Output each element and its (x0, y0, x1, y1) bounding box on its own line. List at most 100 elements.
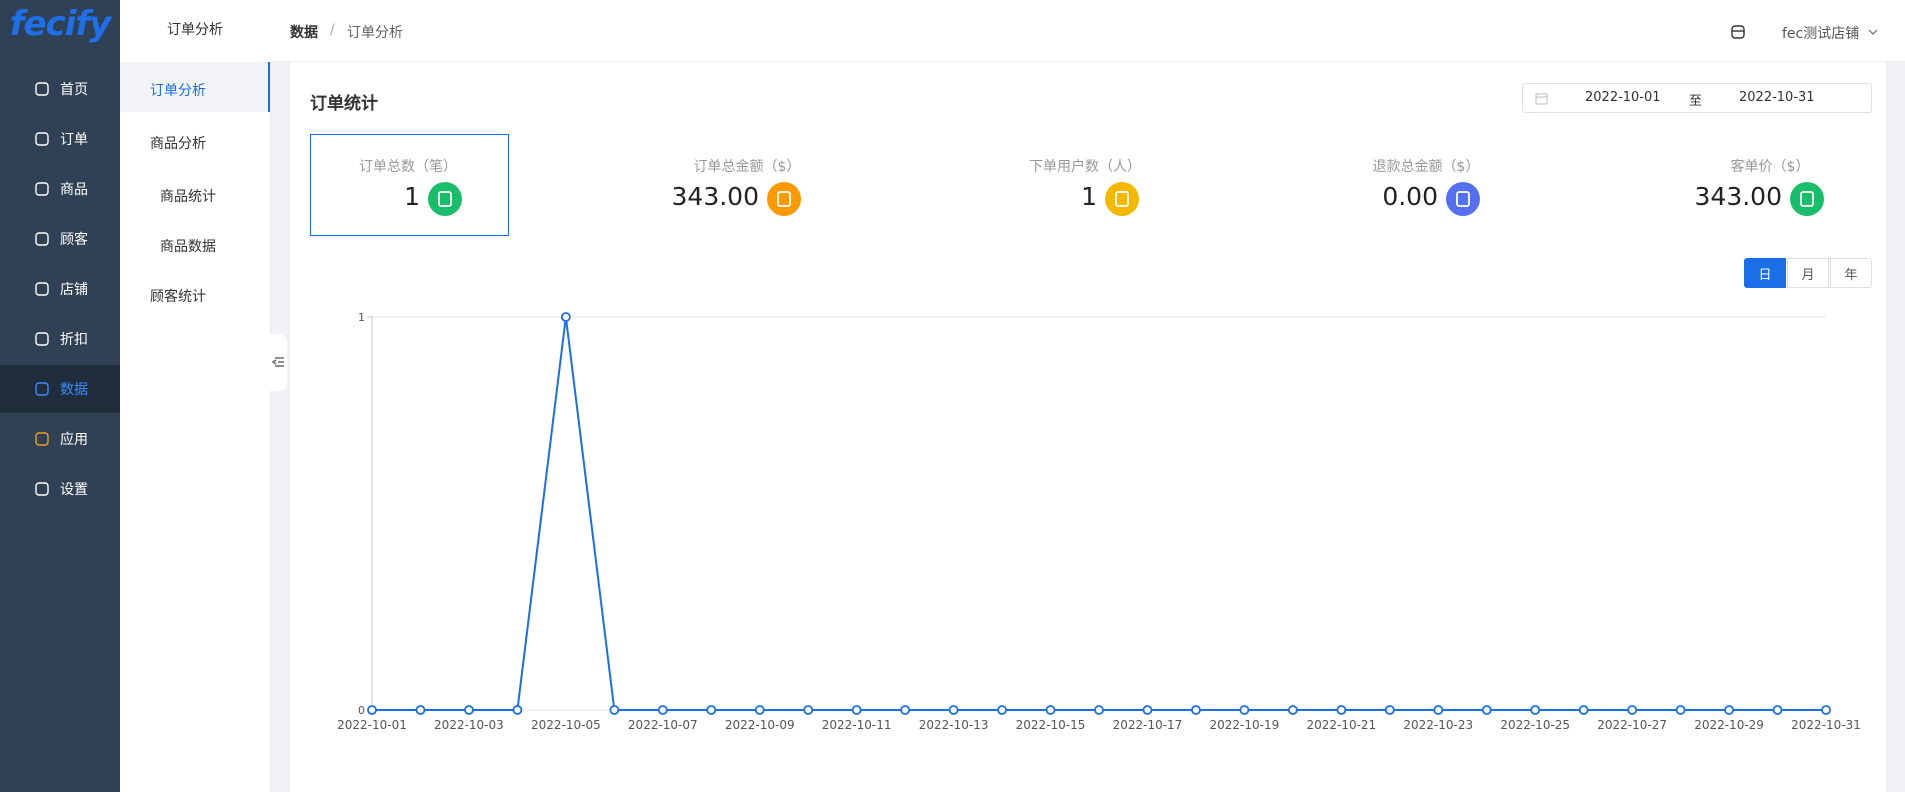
stat-label: 订单总数（笔） (359, 159, 457, 175)
collapse-icon (271, 357, 284, 367)
nav-label: 店铺 (60, 282, 88, 298)
submenu-item[interactable]: 商品分析 (150, 136, 206, 152)
stat-icon (767, 182, 801, 216)
nav-icon-shape (35, 282, 49, 296)
date-end: 2022-10-31 (1739, 90, 1815, 105)
nav-label: 订单 (60, 132, 88, 148)
nav-icon (35, 382, 49, 396)
x-tick-label: 2022-10-27 (1597, 718, 1667, 732)
submenu-item[interactable]: 顾客统计 (150, 289, 206, 305)
point (1724, 705, 1734, 715)
point (1191, 705, 1201, 715)
nav-item[interactable]: 数据 (0, 365, 120, 413)
panel: 订单统计 2022-10-01 至 2022-10-31 日 月 年 0 1 202… (290, 62, 1886, 792)
nav-icon-shape (35, 382, 49, 396)
point (1627, 705, 1638, 715)
stat-label: 客单价（$） (1730, 159, 1810, 175)
stat-icon (1105, 182, 1139, 216)
stat-value: 343.00 (1694, 182, 1782, 211)
period-button[interactable]: 日 (1744, 258, 1786, 288)
nav-label: 应用 (60, 432, 88, 448)
nav-icon (35, 232, 49, 246)
point (706, 705, 717, 715)
nav-icon-shape (35, 332, 49, 346)
nav-icon (35, 482, 49, 496)
nav-item[interactable]: 订单 (0, 115, 120, 163)
nav-item[interactable]: 商品 (0, 165, 120, 213)
nav-item[interactable]: 店铺 (0, 265, 120, 313)
nav-icon (35, 132, 49, 146)
x-tick-label: 2022-10-23 (1403, 718, 1473, 732)
x-tick-label: 2022-10-21 (1306, 718, 1376, 732)
point (1530, 705, 1541, 715)
nav-label: 折扣 (60, 332, 88, 348)
x-tick-label: 2022-10-11 (822, 718, 892, 732)
nav-item[interactable]: 应用 (0, 415, 120, 463)
x-tick-label: 2022-10-19 (1210, 718, 1280, 732)
submenu-item[interactable]: 商品统计 (160, 189, 216, 205)
submenu-item[interactable]: 商品数据 (160, 239, 216, 255)
period-button[interactable]: 月 (1787, 258, 1829, 288)
nav-item[interactable]: 顾客 (0, 215, 120, 263)
date-range[interactable]: 2022-10-01 至 2022-10-31 (1522, 83, 1872, 113)
x-tick-label: 2022-10-13 (919, 718, 989, 732)
point (1481, 705, 1492, 715)
line (372, 316, 1826, 711)
nav-icon (35, 82, 49, 96)
breadcrumb-item: 订单分析 (347, 25, 403, 41)
date-start: 2022-10-01 (1585, 90, 1661, 105)
point (851, 705, 862, 715)
point (948, 705, 959, 715)
stat-icon-glyph (438, 191, 452, 207)
stat-label: 订单总金额（$） (693, 159, 801, 175)
nav-label: 数据 (60, 382, 88, 398)
stat-icon (1790, 182, 1824, 216)
period-button[interactable]: 年 (1830, 258, 1872, 288)
point (1578, 705, 1589, 715)
dropdown-arrow (1868, 29, 1878, 35)
nav-icon (35, 282, 49, 296)
point (1384, 705, 1395, 715)
point (1675, 705, 1686, 715)
submenu-title: 订单分析 (167, 22, 223, 38)
point (415, 705, 426, 715)
nav-icon-shape (35, 232, 49, 246)
stat-icon-bg (1446, 182, 1480, 216)
nav-item[interactable]: 首页 (0, 65, 120, 113)
sidebar: fecify 首页订单商品顾客店铺折扣数据应用设置 (0, 0, 120, 792)
nav-icon-shape (35, 482, 49, 496)
y-tick-label: 0 (358, 704, 365, 717)
stat-icon (428, 182, 462, 216)
point (1045, 705, 1056, 715)
nav-label: 顾客 (60, 232, 88, 248)
nav-label: 设置 (60, 482, 88, 498)
point (1821, 705, 1831, 715)
point (657, 705, 668, 715)
nav-icon-shape (35, 82, 49, 96)
stat-icon (1446, 182, 1480, 216)
store-name[interactable]: fec测试店铺 (1782, 26, 1860, 42)
x-tick-label: 2022-10-17 (1113, 718, 1183, 732)
point (900, 705, 911, 715)
stat-label: 下单用户数（人） (1029, 159, 1141, 175)
nav-item[interactable]: 设置 (0, 465, 120, 513)
y-tick-label: 1 (358, 311, 365, 324)
breadcrumb-item[interactable]: 数据 (290, 25, 318, 41)
point (1336, 705, 1347, 715)
point (464, 705, 474, 715)
submenu: 订单分析 订单分析 商品分析 商品统计 商品数据 顾客统计 (120, 0, 368, 792)
stat-card-active[interactable] (310, 134, 509, 236)
nav-item[interactable]: 折扣 (0, 315, 120, 363)
x-tick-label: 2022-10-09 (725, 718, 795, 732)
store-icon[interactable] (1730, 24, 1746, 40)
logo[interactable]: fecify (9, 4, 112, 44)
submenu-item[interactable]: 订单分析 (150, 83, 206, 99)
x-tick-label: 2022-10-15 (1016, 718, 1086, 732)
collapse-handle[interactable] (269, 334, 287, 391)
point (560, 312, 571, 322)
stat-label: 退款总金额（$） (1372, 159, 1480, 175)
stat-icon-glyph (1800, 191, 1814, 207)
nav-icon-shape (35, 432, 49, 446)
submenu-active-bg (120, 62, 270, 112)
